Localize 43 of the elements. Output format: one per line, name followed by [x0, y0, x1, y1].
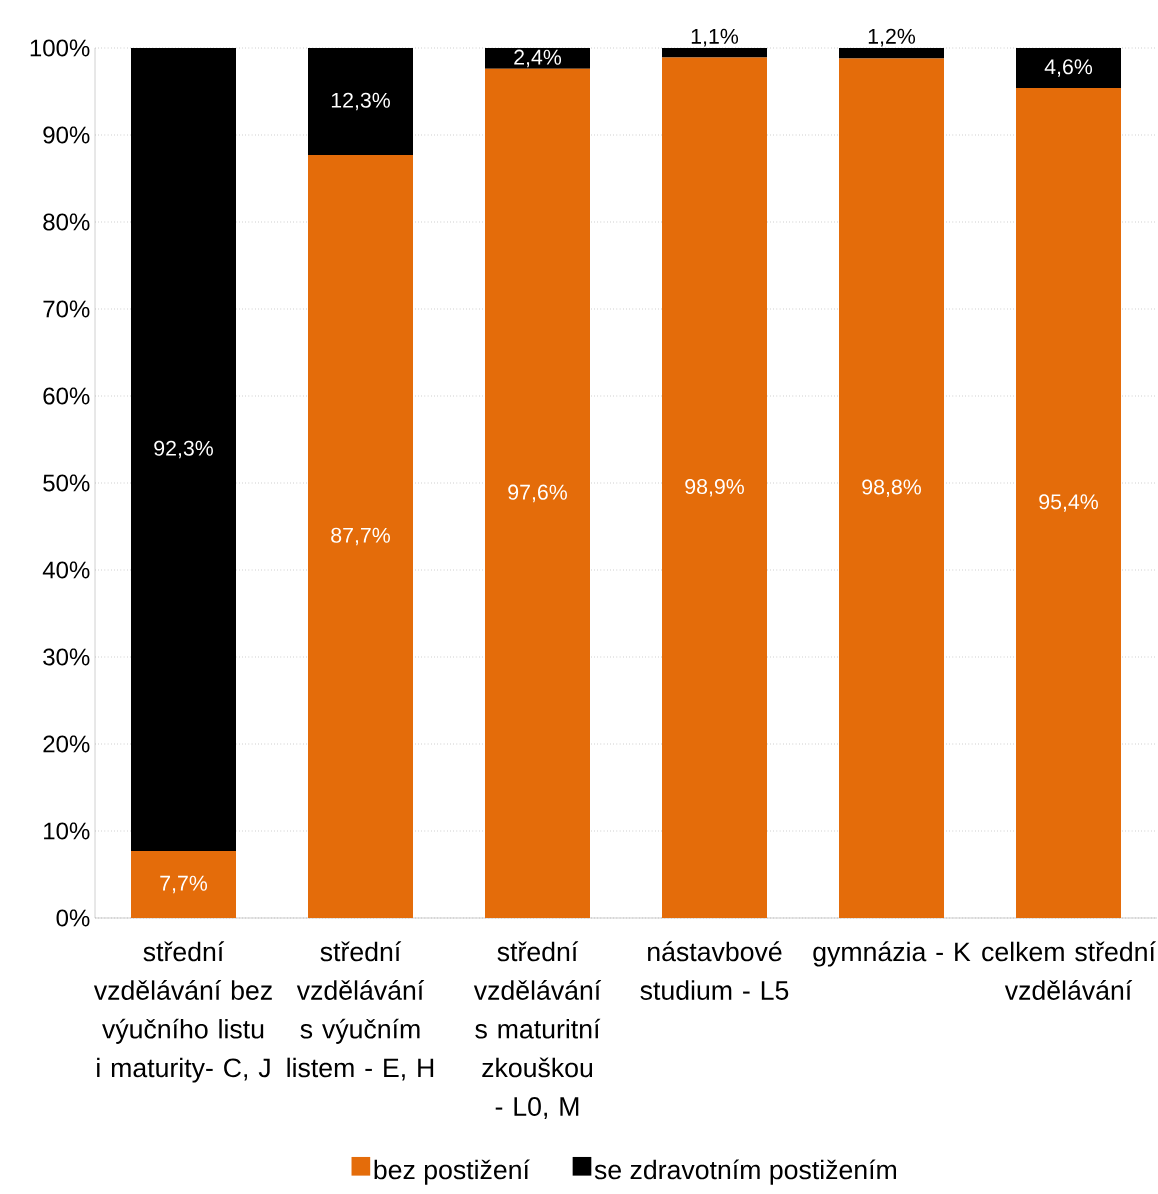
bar	[1016, 47, 1121, 89]
x-tick-label: střední vzdělávání bez výučního listu i maturity- C, J	[93, 941, 272, 1083]
legend-label: bez postižení	[374, 1159, 530, 1185]
bar	[131, 47, 236, 851]
bar	[839, 58, 945, 918]
y-tick-label: 30%	[43, 648, 90, 666]
bar	[485, 47, 590, 69]
bar	[839, 47, 945, 59]
y-tick-label: 10%	[44, 822, 90, 840]
y-tick-label: 90%	[43, 126, 90, 144]
y-tick-label: 40%	[42, 561, 90, 579]
y-tick-label: 50%	[43, 474, 90, 492]
data-label: 95,4%	[1039, 494, 1098, 512]
bar	[662, 47, 767, 58]
x-tick-label: celkem střední vzdělávání	[982, 941, 1156, 1000]
legend-label: se zdravotním postižením	[594, 1159, 897, 1185]
y-tick-label: 60%	[43, 387, 90, 405]
bar	[662, 57, 767, 918]
x-tick-label: nástavbové studium - L5	[640, 941, 789, 1000]
bar	[1016, 88, 1121, 918]
data-label: 7,7%	[160, 875, 208, 894]
data-label: 98,9%	[685, 478, 744, 497]
data-label: 2,4%	[514, 49, 562, 68]
y-tick-label: 100%	[30, 39, 90, 57]
data-label: 87,7%	[331, 527, 390, 546]
data-label: 92,3%	[154, 440, 213, 459]
bar	[131, 851, 236, 918]
x-tick-label: střední vzdělávání s maturitní zkouškou - L0, M	[473, 941, 602, 1120]
data-label: 97,6%	[508, 484, 567, 503]
bar	[308, 155, 413, 918]
y-tick-label: 0%	[56, 909, 90, 927]
data-label: 4,6%	[1044, 59, 1093, 77]
data-label: 1,1%	[691, 28, 739, 47]
y-tick-label: 80%	[43, 213, 90, 231]
bar	[485, 68, 590, 918]
bar	[308, 47, 413, 155]
y-tick-label: 70%	[43, 300, 90, 318]
x-tick-label: střední vzdělávání s výučním listem - E, H	[287, 941, 434, 1081]
data-label: 98,8%	[862, 479, 921, 498]
data-label: 12,3%	[331, 92, 390, 111]
data-label: 1,2%	[868, 28, 916, 47]
y-tick-label: 20%	[43, 735, 90, 753]
x-tick-label: gymnázia - K	[813, 941, 971, 967]
